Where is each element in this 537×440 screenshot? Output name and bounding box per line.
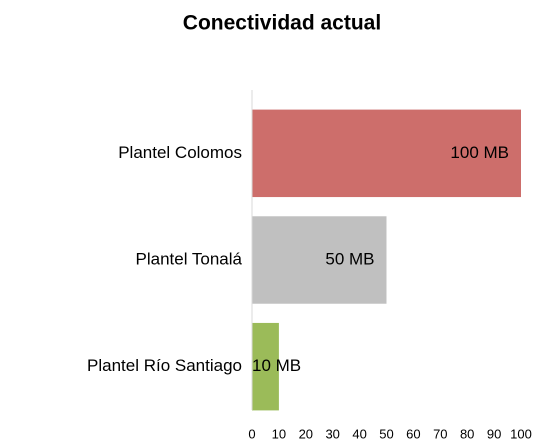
y-tick-label: Plantel Tonalá xyxy=(136,249,243,268)
bar xyxy=(252,216,387,304)
x-tick-label: 90 xyxy=(487,426,501,440)
x-tick-label: 100 xyxy=(510,426,532,440)
chart-title: Conectividad actual xyxy=(183,12,381,35)
value-label: 100 MB xyxy=(450,143,509,162)
x-tick-label: 0 xyxy=(248,426,255,440)
x-tick-label: 10 xyxy=(272,426,286,440)
x-tick-label: 80 xyxy=(460,426,474,440)
y-tick-label: Plantel Río Santiago xyxy=(87,356,242,375)
x-tick-label: 60 xyxy=(406,426,420,440)
value-label: 50 MB xyxy=(325,249,374,268)
x-tick-label: 30 xyxy=(325,426,339,440)
x-tick-label: 50 xyxy=(379,426,393,440)
x-tick-label: 40 xyxy=(352,426,366,440)
value-label: 10 MB xyxy=(252,356,301,375)
bar xyxy=(252,109,521,198)
x-tick-label: 20 xyxy=(299,426,313,440)
bar xyxy=(252,322,279,411)
y-tick-label: Plantel Colomos xyxy=(118,143,242,162)
x-tick-label: 70 xyxy=(433,426,447,440)
